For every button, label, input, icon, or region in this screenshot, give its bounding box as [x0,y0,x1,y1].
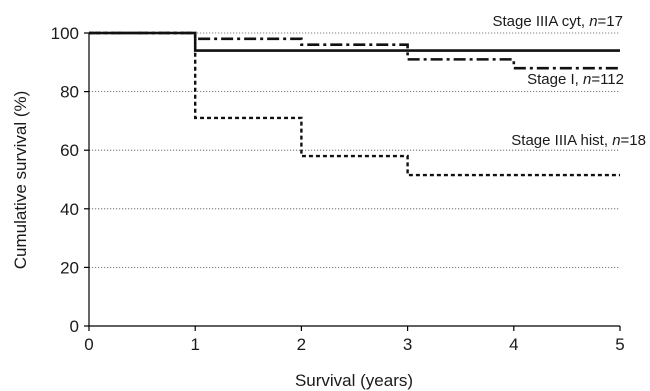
ticks: 0 20 40 60 80 100 0 1 2 3 4 5 [51,24,625,354]
y-tick-label: 60 [60,141,79,160]
label-stage-iiia-cyt: Stage IIIA cyt, n=17 [492,13,623,30]
series-line-stage-i [89,31,620,52]
x-tick-label: 2 [297,335,306,354]
x-axis-title: Survival (years) [295,371,413,390]
y-tick-label: 0 [70,317,79,336]
label-stage-iiia-hist: Stage IIIA hist, n=18 [511,132,646,149]
y-tick-label: 20 [60,258,79,277]
axes [88,33,620,327]
series-line-stage-iiia-hist [89,31,620,177]
x-tick-label: 3 [403,335,412,354]
series-lines [89,31,620,177]
x-tick-label: 0 [84,335,93,354]
label-stage-i: Stage I, n=112 [527,71,624,88]
x-tick-label: 1 [190,335,199,354]
series-labels: Stage IIIA cyt, n=17 Stage I, n=112 Stage … [492,13,646,149]
y-tick-label: 100 [51,24,79,43]
y-tick-label: 80 [60,83,79,102]
y-tick-label: 40 [60,200,79,219]
y-axis-title: Cumulative survival (%) [11,91,30,270]
x-tick-label: 5 [615,335,624,354]
x-tick-label: 4 [509,335,518,354]
